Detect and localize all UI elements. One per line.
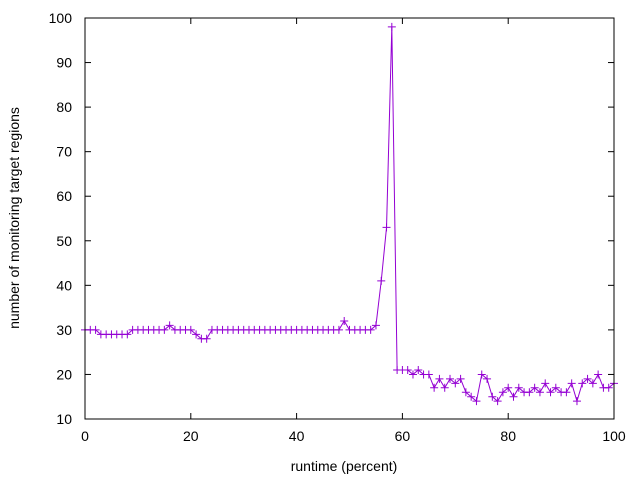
data-point	[446, 374, 455, 383]
data-point	[440, 383, 449, 392]
data-point	[403, 365, 412, 374]
y-tick-label: 100	[49, 10, 73, 26]
data-point	[477, 370, 486, 379]
data-point	[583, 374, 592, 383]
data-point	[546, 388, 555, 397]
y-tick-label: 80	[56, 99, 72, 115]
data-point	[366, 325, 375, 334]
data-point	[572, 397, 581, 406]
y-tick-label: 70	[56, 144, 72, 160]
data-point	[91, 325, 100, 334]
axis-ticks: 0 20 40 60 80 100 10 20 30 40 50 60 70 80 90 100	[49, 10, 626, 444]
data-point	[535, 388, 544, 397]
data-point	[541, 379, 550, 388]
data-point	[408, 370, 417, 379]
y-tick-label: 10	[56, 411, 72, 427]
data-point	[604, 383, 613, 392]
data-point	[382, 223, 391, 232]
data-point	[488, 392, 497, 401]
y-tick-label: 90	[56, 55, 72, 71]
data-point	[371, 321, 380, 330]
series-line	[81, 22, 618, 406]
y-tick-label: 20	[56, 366, 72, 382]
data-point	[509, 392, 518, 401]
data-point	[514, 383, 523, 392]
y-tick-label: 60	[56, 188, 72, 204]
data-point	[202, 334, 211, 343]
data-point	[456, 374, 465, 383]
data-point	[504, 383, 513, 392]
data-point	[340, 316, 349, 325]
data-point	[387, 22, 396, 31]
data-point	[472, 397, 481, 406]
x-tick-label: 0	[81, 428, 89, 444]
data-point	[551, 383, 560, 392]
data-point	[483, 374, 492, 383]
data-point	[498, 388, 507, 397]
y-tick-label: 50	[56, 233, 72, 249]
data-point	[160, 325, 169, 334]
data-point	[493, 397, 502, 406]
data-point	[530, 383, 539, 392]
data-point	[562, 388, 571, 397]
data-point	[461, 388, 470, 397]
data-point	[424, 370, 433, 379]
data-point	[123, 330, 132, 339]
data-point	[578, 379, 587, 388]
data-point	[430, 383, 439, 392]
series-path	[85, 26, 615, 403]
data-point	[192, 330, 201, 339]
data-point	[525, 388, 534, 397]
data-point	[451, 379, 460, 388]
x-tick-label: 100	[602, 428, 626, 444]
data-point	[334, 325, 343, 334]
data-point	[414, 365, 423, 374]
y-tick-label: 30	[56, 322, 72, 338]
data-point	[165, 321, 174, 330]
x-axis-label: runtime (percent)	[291, 458, 398, 474]
data-point	[377, 276, 386, 285]
data-point	[467, 392, 476, 401]
y-axis-label: number of monitoring target regions	[6, 107, 22, 329]
data-point	[186, 325, 195, 334]
plot-frame	[84, 17, 615, 420]
x-tick-label: 20	[183, 428, 199, 444]
x-tick-label: 80	[500, 428, 516, 444]
data-point	[435, 374, 444, 383]
y-tick-label: 40	[56, 277, 72, 293]
data-point	[588, 379, 597, 388]
data-point	[594, 370, 603, 379]
x-tick-label: 60	[395, 428, 411, 444]
x-tick-label: 40	[289, 428, 305, 444]
data-point	[567, 379, 576, 388]
